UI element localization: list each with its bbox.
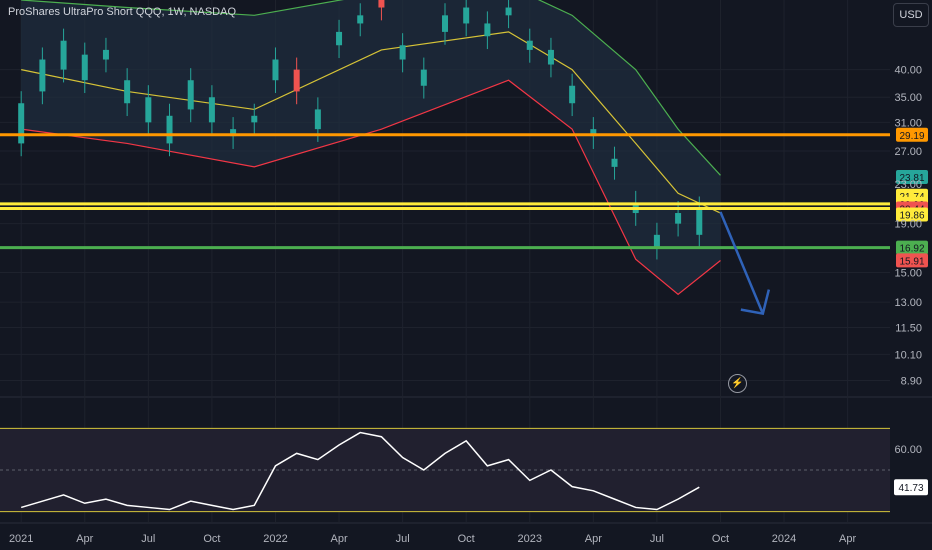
y-tick-label: 13.00 [894,297,922,309]
price-label-box [896,127,928,142]
x-tick-label: Oct [458,533,475,545]
x-tick-label: Apr [330,533,347,545]
price-label-box [896,169,928,184]
price-label: 29.19 [899,131,924,142]
candle-body [208,97,215,123]
candle-body [399,45,406,60]
rsi-line [20,431,700,511]
band-upper-line [21,0,721,176]
x-tick-label: Oct [712,533,729,545]
candle-body [39,59,46,92]
band-middle-line [21,31,721,214]
axes: 2021 Apr Jul Oct 2022 Apr Jul Oct 2023 Apr Jul Oct 2… [9,65,922,545]
candle-body [526,40,533,50]
x-tick-label: 2021 [9,533,33,545]
price-label: 19.86 [899,210,924,221]
candle-body [145,97,152,123]
candle-body [547,49,554,65]
y-tick-label: 31.00 [894,117,922,129]
x-tick-label: Apr [76,533,93,545]
candle-body [230,129,237,137]
candle-body [378,0,385,8]
y-tick-label: 11.50 [895,323,922,335]
rsi-value-box [894,479,928,496]
arrow-shaft [719,211,765,315]
candle-body [420,69,427,86]
y-tick-label: 19.00 [894,219,922,231]
rsi-tick-label: 60.00 [894,444,922,456]
x-tick-label: Apr [585,533,602,545]
candle-body [696,208,703,235]
candle-body [272,59,279,81]
price-label: 15.91 [899,256,924,267]
projection-arrow [719,211,771,316]
x-tick-label: Jul [396,533,410,545]
candle-body [590,129,597,137]
x-tick-label: 2023 [518,533,542,545]
x-tick-label: Oct [203,533,220,545]
price-label: 16.92 [899,244,924,255]
candle-body [60,40,67,70]
candle-body [251,115,258,123]
candle-body [505,7,512,16]
candle-body [442,15,448,32]
candle-body [569,85,576,104]
arrow-head [740,289,771,316]
candle-body [357,15,364,24]
x-tick-label: Jul [650,533,664,545]
lightning-bolt-icon[interactable]: ⚡ [728,374,747,393]
candle-body [124,80,131,104]
x-tick-label: 2022 [263,533,287,545]
price-label-box [896,253,928,268]
price-label-box [896,240,928,255]
candle-body [484,23,491,37]
candle-body [336,31,343,46]
x-tick-label: Jul [141,533,155,545]
candle-body [81,54,88,81]
candle-body [463,7,470,24]
x-tick-label: 2024 [772,533,796,545]
y-tick-label: 27.00 [894,146,922,158]
y-tick-label: 23.00 [894,179,922,191]
y-tick-label: 15.00 [894,268,922,280]
price-label: 23.81 [899,173,924,184]
y-tick-label: 10.10 [894,349,922,361]
y-tick-label: 40.00 [894,65,922,77]
currency-button[interactable]: USD [893,3,929,27]
candles [18,0,703,260]
chart-title: ProShares UltraPro Short QQQ, 1W, NASDAQ [8,6,237,18]
candle-body [653,234,660,247]
x-tick-label: Apr [839,533,856,545]
candle-body [18,103,25,144]
candle-body [102,49,109,60]
y-tick-label: 35.00 [894,92,922,104]
candle-body [675,213,682,224]
candle-body [293,69,300,92]
rsi-value-label: 41.73 [898,483,923,494]
y-tick-label: 8.90 [901,376,922,388]
band-fill [21,0,721,295]
candle-body [314,109,321,130]
candle-body [187,80,194,110]
price-label-box [896,207,928,222]
candle-body [166,115,173,144]
bands [21,0,721,296]
rsi-pane: 60.00 41.73 [0,427,928,513]
candle-body [611,158,618,167]
